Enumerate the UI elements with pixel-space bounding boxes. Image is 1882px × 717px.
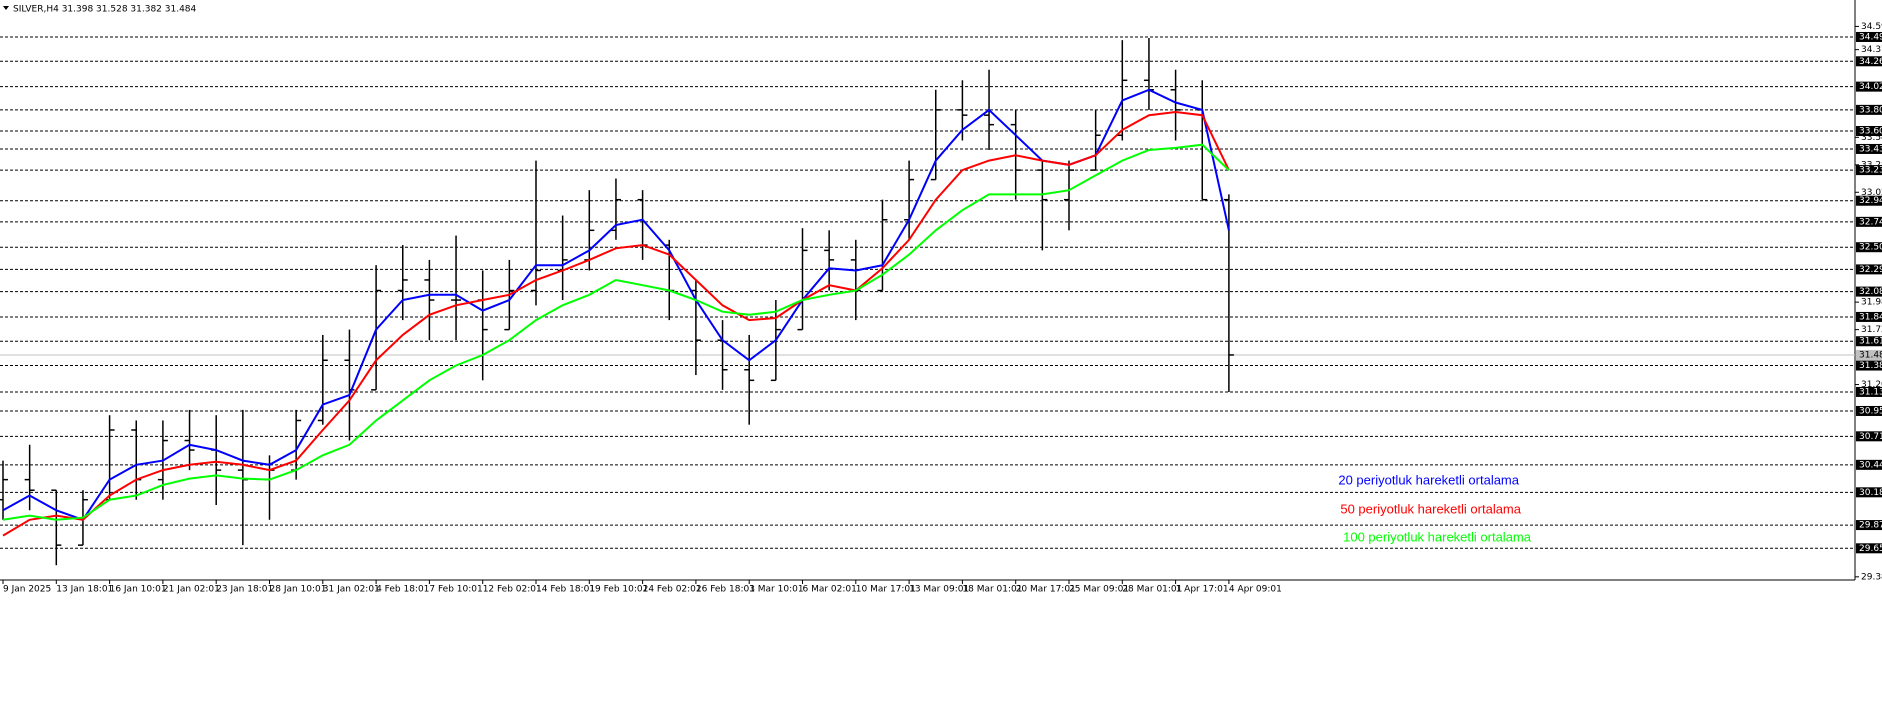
x-tick-label: 9 Jan 2025: [3, 585, 51, 595]
level-label-box: [1856, 360, 1882, 371]
level-label: 31.38: [1859, 361, 1882, 371]
level-label: 34.02: [1859, 82, 1882, 92]
ma-line: [2, 110, 1230, 537]
x-tick-label: 24 Feb 02:01: [643, 585, 702, 595]
x-tick-label: 10 Mar 17:01: [856, 585, 916, 595]
level-label-box: [1856, 242, 1882, 253]
level-label-box: [1856, 405, 1882, 416]
x-tick-label: 26 Feb 18:01: [696, 585, 755, 595]
y-tick-label: 33.02: [1861, 188, 1882, 198]
level-label: 33.43: [1859, 144, 1882, 154]
x-tick-label: 23 Jan 18:01: [216, 585, 273, 595]
level-label-box: [1856, 56, 1882, 67]
level-label-box: [1856, 386, 1882, 397]
ma-line: [2, 88, 1230, 522]
y-tick-label: 31.98: [1861, 298, 1882, 308]
level-label: 31.84: [1859, 312, 1882, 322]
level-label-box: [1856, 487, 1882, 498]
level-label: 30.95: [1859, 406, 1882, 416]
x-tick-label: 6 Mar 02:01: [803, 585, 857, 595]
level-label: 32.94: [1859, 196, 1882, 206]
level-label: 34.26: [1859, 57, 1882, 67]
level-label-box: [1856, 31, 1882, 42]
x-tick-label: 4 Feb 18:01: [376, 585, 429, 595]
x-tick-label: 21 Jan 02:01: [163, 585, 220, 595]
x-tick-label: 12 Feb 02:01: [483, 585, 542, 595]
y-tick-label: 34.59: [1861, 22, 1882, 32]
current-price-label: 31.48: [1859, 350, 1882, 360]
x-tick-label: 7 Feb 10:01: [429, 585, 482, 595]
level-label-box: [1856, 143, 1882, 154]
level-label-box: [1856, 81, 1882, 92]
level-label: 32.29: [1859, 265, 1882, 275]
level-label: 31.61: [1859, 337, 1882, 347]
y-tick-label: 29.38: [1861, 572, 1882, 582]
level-label-box: [1856, 195, 1882, 206]
level-label-box: [1856, 520, 1882, 531]
level-label: 30.18: [1859, 488, 1882, 498]
menu-arrow: [3, 6, 9, 10]
level-label: 33.80: [1859, 105, 1882, 115]
level-label-box: [1856, 165, 1882, 176]
level-label-box: [1856, 459, 1882, 470]
level-label: 33.60: [1859, 127, 1882, 137]
level-label-box: [1856, 126, 1882, 137]
level-label-box: [1856, 104, 1882, 115]
level-label: 32.50: [1859, 243, 1882, 253]
x-tick-label: 16 Jan 10:01: [110, 585, 167, 595]
level-label: 32.74: [1859, 217, 1882, 227]
level-label: 30.44: [1859, 460, 1882, 470]
legend-entry: 100 periyotluk hareketli ortalama: [1343, 529, 1532, 544]
level-label-box: [1856, 336, 1882, 347]
level-label-box: [1856, 286, 1882, 297]
current-price-box: [1856, 349, 1882, 360]
x-tick-label: 19 Feb 10:01: [589, 585, 648, 595]
x-tick-label: 4 Apr 09:01: [1229, 585, 1282, 595]
level-label: 32.08: [1859, 287, 1882, 297]
y-tick-label: 31.72: [1861, 325, 1882, 335]
x-tick-label: 20 Mar 17:01: [1016, 585, 1076, 595]
x-tick-label: 28 Jan 10:01: [270, 585, 327, 595]
y-tick-label: 31.20: [1861, 380, 1882, 390]
level-label-box: [1856, 311, 1882, 322]
x-tick-label: 31 Jan 02:01: [323, 585, 380, 595]
level-label-box: [1856, 216, 1882, 227]
y-tick-label: 33.54: [1861, 133, 1882, 143]
legend-entry: 50 periyotluk hareketli ortalama: [1340, 501, 1521, 516]
x-tick-label: 3 Mar 10:01: [749, 585, 803, 595]
level-label-box: [1856, 431, 1882, 442]
y-tick-label: 34.37: [1861, 45, 1882, 55]
level-label: 29.87: [1859, 521, 1882, 531]
chart-title: SILVER,H4 31.398 31.528 31.382 31.484: [13, 5, 197, 15]
level-label: 34.49: [1859, 32, 1882, 42]
ma-line: [2, 143, 1230, 521]
legend-entry: 20 periyotluk hareketli ortalama: [1338, 472, 1519, 487]
level-label-box: [1856, 543, 1882, 554]
x-tick-label: 25 Mar 09:01: [1069, 585, 1129, 595]
x-tick-label: 28 Mar 01:01: [1122, 585, 1182, 595]
x-tick-label: 13 Jan 18:01: [56, 585, 113, 595]
level-label: 31.13: [1859, 387, 1882, 397]
level-label: 33.23: [1859, 166, 1882, 176]
x-tick-label: 14 Feb 18:01: [536, 585, 595, 595]
level-label: 29.65: [1859, 544, 1882, 554]
x-tick-label: 1 Apr 17:01: [1176, 585, 1229, 595]
x-tick-label: 13 Mar 09:01: [909, 585, 969, 595]
x-tick-label: 18 Mar 01:01: [962, 585, 1022, 595]
level-label-box: [1856, 264, 1882, 275]
level-label: 30.71: [1859, 432, 1882, 442]
